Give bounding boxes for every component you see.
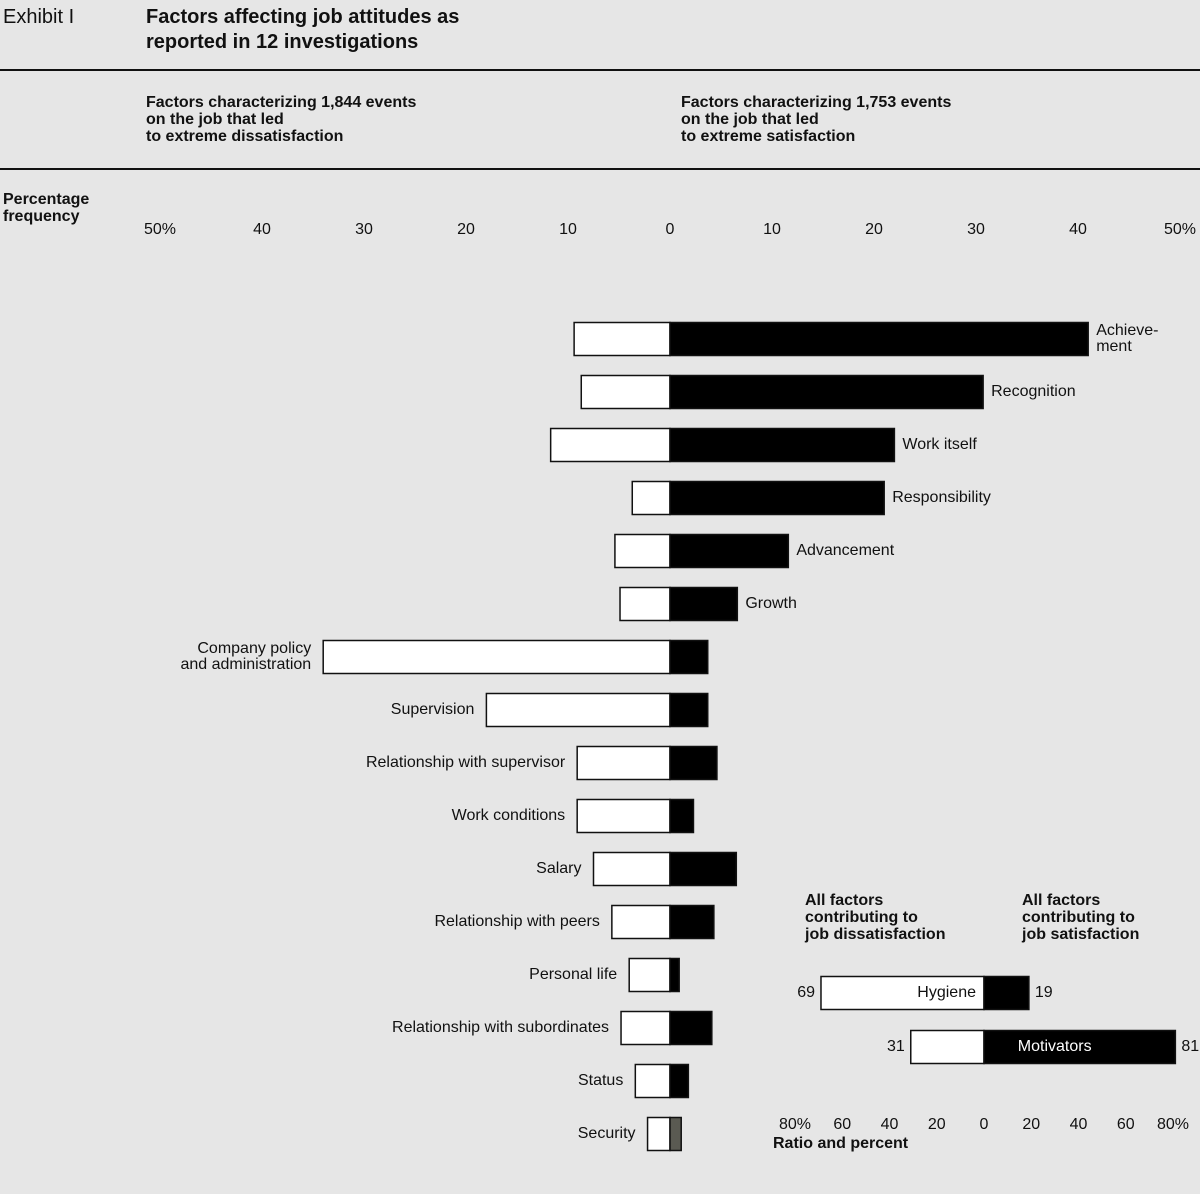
category-label: Recognition bbox=[991, 383, 1076, 400]
bar-satisfaction bbox=[983, 975, 1030, 1011]
x-tick-label: 0 bbox=[980, 1116, 989, 1133]
x-tick-label: 50% bbox=[144, 221, 176, 238]
category-label: Salary bbox=[536, 860, 581, 877]
bar-satisfaction bbox=[669, 692, 709, 728]
x-tick-label: 40 bbox=[1069, 221, 1087, 238]
axis-label: Percentage frequency bbox=[3, 191, 89, 225]
bar-dissatisfaction bbox=[322, 639, 671, 675]
right-header: All factors contributing to job satisfacti… bbox=[1021, 892, 1139, 943]
x-tick-label: 20 bbox=[865, 221, 883, 238]
bar-satisfaction bbox=[983, 1029, 1177, 1065]
bar-dissatisfaction bbox=[620, 1010, 671, 1046]
bar-satisfaction bbox=[669, 533, 790, 569]
bar-dissatisfaction bbox=[619, 586, 671, 622]
bar-satisfaction bbox=[669, 1010, 713, 1046]
bar-dissatisfaction bbox=[580, 374, 671, 410]
bar-satisfaction bbox=[669, 374, 984, 410]
left-header: Factors characterizing 1,844 events on th… bbox=[146, 94, 416, 145]
x-tick-label: 0 bbox=[666, 221, 675, 238]
bar-dissatisfaction bbox=[573, 321, 671, 357]
x-tick-label: 20 bbox=[1022, 1116, 1040, 1133]
x-tick-label: 10 bbox=[763, 221, 781, 238]
x-tick-label: 80% bbox=[779, 1116, 811, 1133]
right-header: Factors characterizing 1,753 events on th… bbox=[681, 94, 951, 145]
x-tick-label: 40 bbox=[1070, 1116, 1088, 1133]
bar-dissatisfaction bbox=[549, 427, 671, 463]
bar-dissatisfaction bbox=[910, 1029, 985, 1065]
x-tick-label: 10 bbox=[559, 221, 577, 238]
bar-satisfaction bbox=[669, 1116, 682, 1152]
title: Factors affecting job attitudes as report… bbox=[146, 6, 459, 53]
x-tick-label: 50% bbox=[1164, 221, 1196, 238]
bar-satisfaction bbox=[669, 904, 715, 940]
bar-satisfaction bbox=[669, 1063, 690, 1099]
x-tick-label: 60 bbox=[1117, 1116, 1135, 1133]
x-tick-label: 20 bbox=[457, 221, 475, 238]
x-tick-label: 60 bbox=[833, 1116, 851, 1133]
bar-dissatisfaction bbox=[628, 957, 671, 993]
category-label: Relationship with supervisor bbox=[366, 754, 566, 771]
value-label: 69 bbox=[797, 984, 815, 1001]
bar-dissatisfaction bbox=[634, 1063, 671, 1099]
bar-satisfaction bbox=[669, 745, 718, 781]
x-tick-label: 20 bbox=[928, 1116, 946, 1133]
category-label: Supervision bbox=[391, 701, 475, 718]
category-label: Motivators bbox=[1018, 1038, 1092, 1055]
category-label: Growth bbox=[745, 595, 797, 612]
x-tick-label: 30 bbox=[355, 221, 373, 238]
bar-satisfaction bbox=[669, 321, 1089, 357]
category-label: Company policy and administration bbox=[180, 640, 311, 673]
bar-satisfaction bbox=[669, 480, 885, 516]
bar-satisfaction bbox=[669, 427, 896, 463]
bar-satisfaction bbox=[669, 957, 680, 993]
category-label: Security bbox=[578, 1125, 636, 1142]
category-label: Achieve-ment bbox=[1096, 322, 1158, 355]
bar-satisfaction bbox=[669, 851, 738, 887]
bar-dissatisfaction bbox=[614, 533, 671, 569]
left-header: All factors contributing to job dissatisfa… bbox=[804, 892, 945, 943]
category-label: Work conditions bbox=[452, 807, 566, 824]
bar-dissatisfaction bbox=[631, 480, 671, 516]
category-label: Advancement bbox=[796, 542, 894, 559]
category-label: Status bbox=[578, 1072, 623, 1089]
exhibit-label: Exhibit I bbox=[3, 6, 74, 28]
value-label: 81 bbox=[1181, 1038, 1199, 1055]
value-label: 19 bbox=[1035, 984, 1053, 1001]
bar-satisfaction bbox=[669, 798, 695, 834]
value-label: 31 bbox=[887, 1038, 905, 1055]
category-label: Relationship with peers bbox=[434, 913, 599, 930]
category-label: Relationship with subordinates bbox=[392, 1019, 609, 1036]
bar-dissatisfaction bbox=[820, 975, 985, 1011]
x-axis-label: Ratio and percent bbox=[773, 1135, 909, 1152]
category-label: Work itself bbox=[902, 436, 977, 453]
category-label: Personal life bbox=[529, 966, 617, 983]
bar-dissatisfaction bbox=[592, 851, 671, 887]
bar-dissatisfaction bbox=[576, 798, 671, 834]
category-label: Responsibility bbox=[892, 489, 991, 506]
x-tick-label: 40 bbox=[253, 221, 271, 238]
bar-satisfaction bbox=[669, 639, 709, 675]
bar-dissatisfaction bbox=[576, 745, 671, 781]
x-tick-label: 30 bbox=[967, 221, 985, 238]
bar-satisfaction bbox=[669, 586, 739, 622]
x-tick-label: 40 bbox=[881, 1116, 899, 1133]
bar-dissatisfaction bbox=[611, 904, 671, 940]
x-tick-label: 80% bbox=[1157, 1116, 1189, 1133]
bar-dissatisfaction bbox=[646, 1116, 671, 1152]
bar-dissatisfaction bbox=[485, 692, 671, 728]
category-label: Hygiene bbox=[917, 984, 976, 1001]
